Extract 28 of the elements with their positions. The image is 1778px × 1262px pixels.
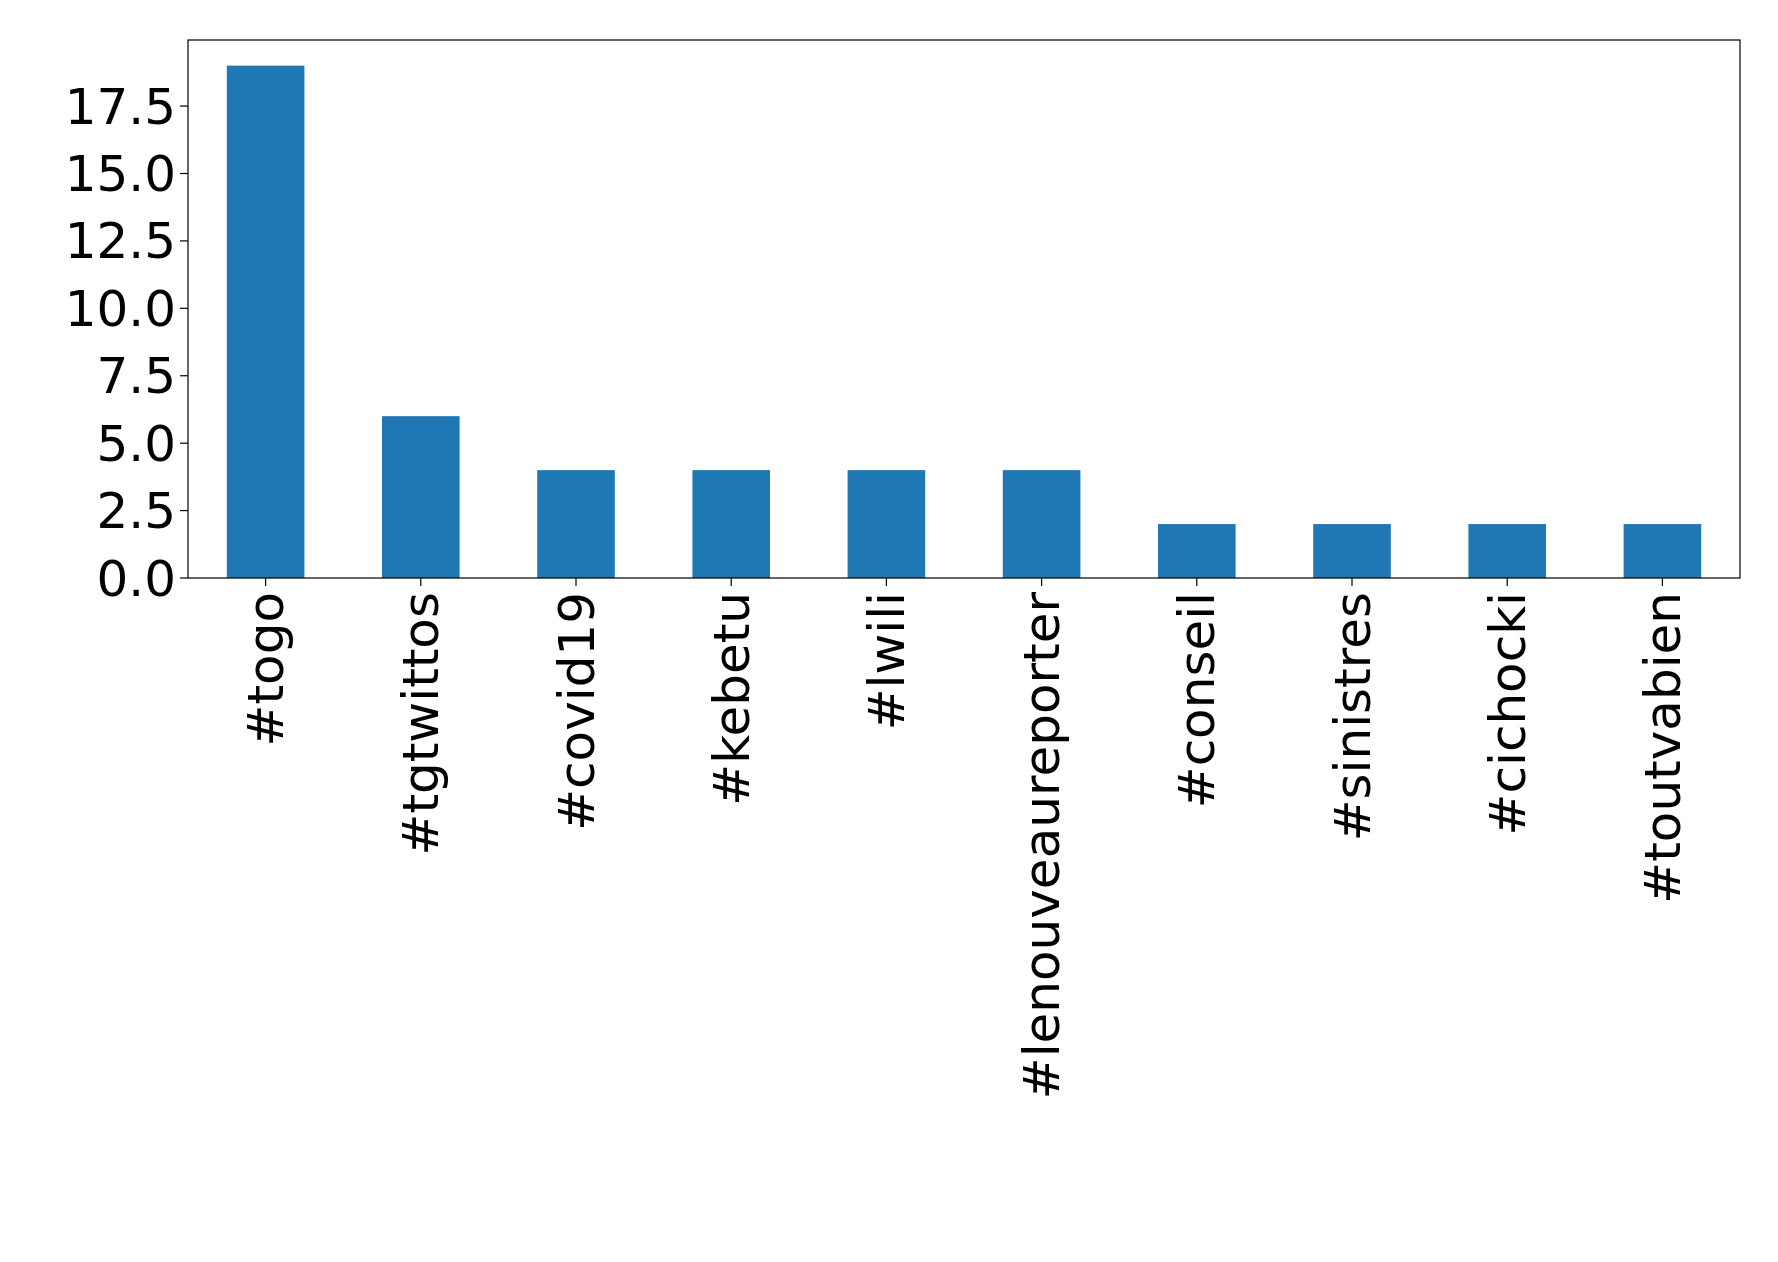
bar bbox=[1468, 524, 1546, 578]
x-tick-label: #kebetu bbox=[702, 592, 761, 806]
x-tick-label: #toutvabien bbox=[1633, 592, 1692, 904]
y-tick-label: 2.5 bbox=[96, 482, 176, 541]
y-tick-label: 12.5 bbox=[64, 212, 176, 271]
y-tick-label: 0.0 bbox=[96, 549, 176, 608]
x-tick-label: #tgtwittos bbox=[392, 592, 451, 856]
y-tick-label: 10.0 bbox=[64, 279, 176, 338]
x-tick-label: #conseil bbox=[1168, 592, 1227, 809]
bar bbox=[847, 470, 926, 578]
bar bbox=[226, 65, 305, 578]
bar bbox=[1002, 470, 1081, 578]
y-tick-label: 17.5 bbox=[64, 77, 176, 136]
y-tick-label: 5.0 bbox=[96, 414, 176, 473]
bar bbox=[537, 470, 615, 578]
y-tick-label: 7.5 bbox=[96, 347, 176, 406]
x-tick-label: #lwili bbox=[857, 592, 916, 731]
x-tick-label: #covid19 bbox=[547, 592, 606, 831]
bar bbox=[1313, 524, 1391, 578]
bar bbox=[692, 470, 770, 578]
x-tick-label: #lenouveaureporter bbox=[1013, 591, 1072, 1100]
x-tick-label: #sinistres bbox=[1323, 592, 1382, 842]
bar bbox=[1158, 524, 1236, 578]
y-tick-label: 15.0 bbox=[64, 144, 176, 203]
bar bbox=[1623, 524, 1702, 578]
x-tick-label: #togo bbox=[237, 592, 296, 747]
x-tick-label: #cichocki bbox=[1478, 592, 1537, 836]
bar bbox=[382, 416, 460, 578]
